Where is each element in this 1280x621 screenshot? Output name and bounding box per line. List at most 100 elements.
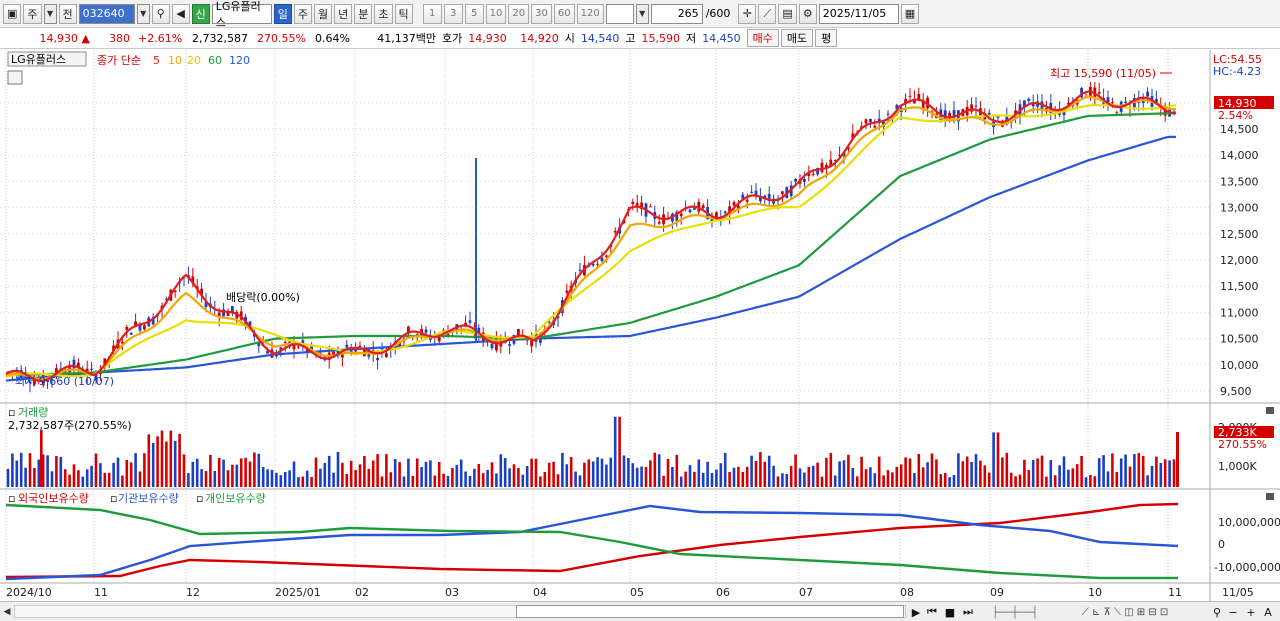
search-icon[interactable]: ⚲: [151, 3, 170, 24]
volume-bar: [539, 476, 542, 487]
type-dropdown-icon[interactable]: ▼: [43, 3, 57, 24]
interval-10[interactable]: 10: [485, 3, 507, 24]
candle-body: [345, 344, 349, 348]
stock-code-input[interactable]: 032640: [78, 3, 135, 24]
interval-3[interactable]: 3: [443, 3, 463, 24]
volume-bar: [996, 432, 1000, 487]
volume-bar: [195, 458, 199, 487]
volume-bar: [701, 472, 705, 487]
scroll-right-icon[interactable]: ▶: [911, 605, 921, 619]
candle-body: [732, 202, 736, 206]
zoom-in-icon[interactable]: +: [1246, 605, 1256, 619]
volume-bar: [886, 470, 890, 487]
candle-body: [191, 276, 195, 284]
interval-dropdown-icon[interactable]: ▼: [635, 3, 649, 24]
calendar-icon[interactable]: ▦: [900, 3, 920, 24]
period-week[interactable]: 주: [293, 3, 313, 24]
candle-body: [908, 95, 912, 97]
volume-bar: [864, 469, 868, 487]
volume-bar: [94, 453, 98, 487]
volume-bar: [156, 436, 159, 487]
interval-60[interactable]: 60: [553, 3, 575, 24]
volume-bar: [534, 458, 538, 487]
rewind-icon[interactable]: ⏮: [927, 605, 937, 618]
volume-bar: [921, 467, 925, 487]
volume-bar: [688, 465, 692, 487]
date-input[interactable]: 2025/11/05: [818, 3, 899, 24]
period-second[interactable]: 초: [374, 3, 393, 24]
candle-body: [741, 194, 745, 199]
volume-bar: [1168, 460, 1171, 487]
volume-bar: [235, 464, 239, 487]
zoom-search-icon[interactable]: ⚲: [1212, 605, 1222, 619]
all-button[interactable]: 전: [58, 3, 77, 24]
volume-bar: [261, 467, 265, 487]
volume-bar: [666, 458, 670, 487]
candle-body: [833, 159, 837, 161]
period-minute[interactable]: 분: [354, 3, 373, 24]
table-icon[interactable]: [7, 70, 23, 85]
price-change: 380: [109, 31, 130, 45]
forward-icon[interactable]: ⏭: [963, 605, 973, 618]
interval-120[interactable]: 120: [576, 3, 604, 24]
volume-bar: [151, 442, 155, 487]
drawing-icon[interactable]: ⟋: [758, 3, 777, 24]
gear-icon[interactable]: ⚙: [798, 3, 817, 24]
holder-legend-sep1: ▫: [110, 492, 117, 505]
candle-body: [697, 201, 701, 212]
trade-amount: 41,137백만: [377, 32, 436, 45]
candle-body: [358, 345, 362, 348]
volume-bar: [1031, 460, 1035, 487]
stop-icon[interactable]: ■: [944, 605, 956, 619]
drawing-tools-icon[interactable]: ⟋ ⊾ ⊼ ⟍ ◫ ⊞ ⊟ ⊡: [1081, 606, 1169, 618]
holder-close-icon[interactable]: [1266, 493, 1274, 500]
chart-scrollbar[interactable]: ◀ ▶ ⏮ ■ ⏭ ├──┼──┤ ⟋ ⊾ ⊼ ⟍ ◫ ⊞ ⊟ ⊡ ⚲ − + …: [0, 601, 1280, 621]
interval-5[interactable]: 5: [464, 3, 484, 24]
ma-line-60: [5, 112, 1176, 377]
candle-body: [816, 167, 819, 175]
font-size-icon[interactable]: A: [1264, 605, 1272, 619]
chart-svg[interactable]: LG유플러스 종가 단순 5 10 20 60 120 배당락(0.00%) 최…: [0, 50, 1280, 603]
crosshair-icon[interactable]: ✛: [738, 3, 757, 24]
chart-area[interactable]: LG유플러스 종가 단순 5 10 20 60 120 배당락(0.00%) 최…: [0, 50, 1280, 603]
volume-bar: [715, 469, 718, 487]
period-year[interactable]: 년: [334, 3, 353, 24]
volume-bar: [59, 456, 63, 487]
volume-close-icon[interactable]: [1266, 407, 1274, 414]
period-day[interactable]: 일: [273, 3, 292, 24]
candle-body: [336, 348, 340, 357]
period-month[interactable]: 월: [314, 3, 333, 24]
volume-bar: [204, 471, 208, 487]
candle-body: [873, 125, 877, 128]
period-tick[interactable]: 틱: [394, 3, 413, 24]
save-icon[interactable]: ▤: [778, 3, 797, 24]
zoom-slider[interactable]: ├──┼──┤: [991, 605, 1039, 619]
zoom-out-icon[interactable]: −: [1228, 605, 1238, 619]
interval-custom-input[interactable]: [605, 3, 634, 24]
scroll-thumb[interactable]: [516, 605, 904, 618]
holder-tick-pos: 10,000,000: [1218, 516, 1280, 529]
candle-body: [605, 255, 608, 257]
type-selector[interactable]: 주: [23, 3, 42, 24]
volume-bar: [486, 469, 489, 487]
interval-1[interactable]: 1: [422, 3, 442, 24]
sound-icon[interactable]: ◀: [171, 3, 190, 24]
volume-bar: [1093, 476, 1097, 487]
candle-body: [1146, 91, 1149, 97]
candle-body: [1111, 102, 1114, 104]
price-tick-2: 14,000: [1220, 149, 1259, 162]
interval-20[interactable]: 20: [508, 3, 530, 24]
candle-body: [763, 195, 767, 198]
evaluate-button[interactable]: 평: [815, 29, 838, 47]
chart-window-icon[interactable]: ▣: [3, 3, 22, 24]
volume-bar: [860, 456, 863, 487]
code-dropdown-icon[interactable]: ▼: [136, 3, 150, 24]
count-input[interactable]: 265: [650, 3, 703, 24]
interval-30[interactable]: 30: [531, 3, 552, 24]
stock-tag-box[interactable]: [7, 51, 87, 67]
sell-button[interactable]: 매도: [780, 29, 814, 47]
volume-bar: [402, 476, 406, 487]
buy-button[interactable]: 매수: [746, 29, 779, 47]
scroll-left-icon[interactable]: ◀: [3, 606, 11, 617]
volume-bar: [134, 453, 137, 487]
